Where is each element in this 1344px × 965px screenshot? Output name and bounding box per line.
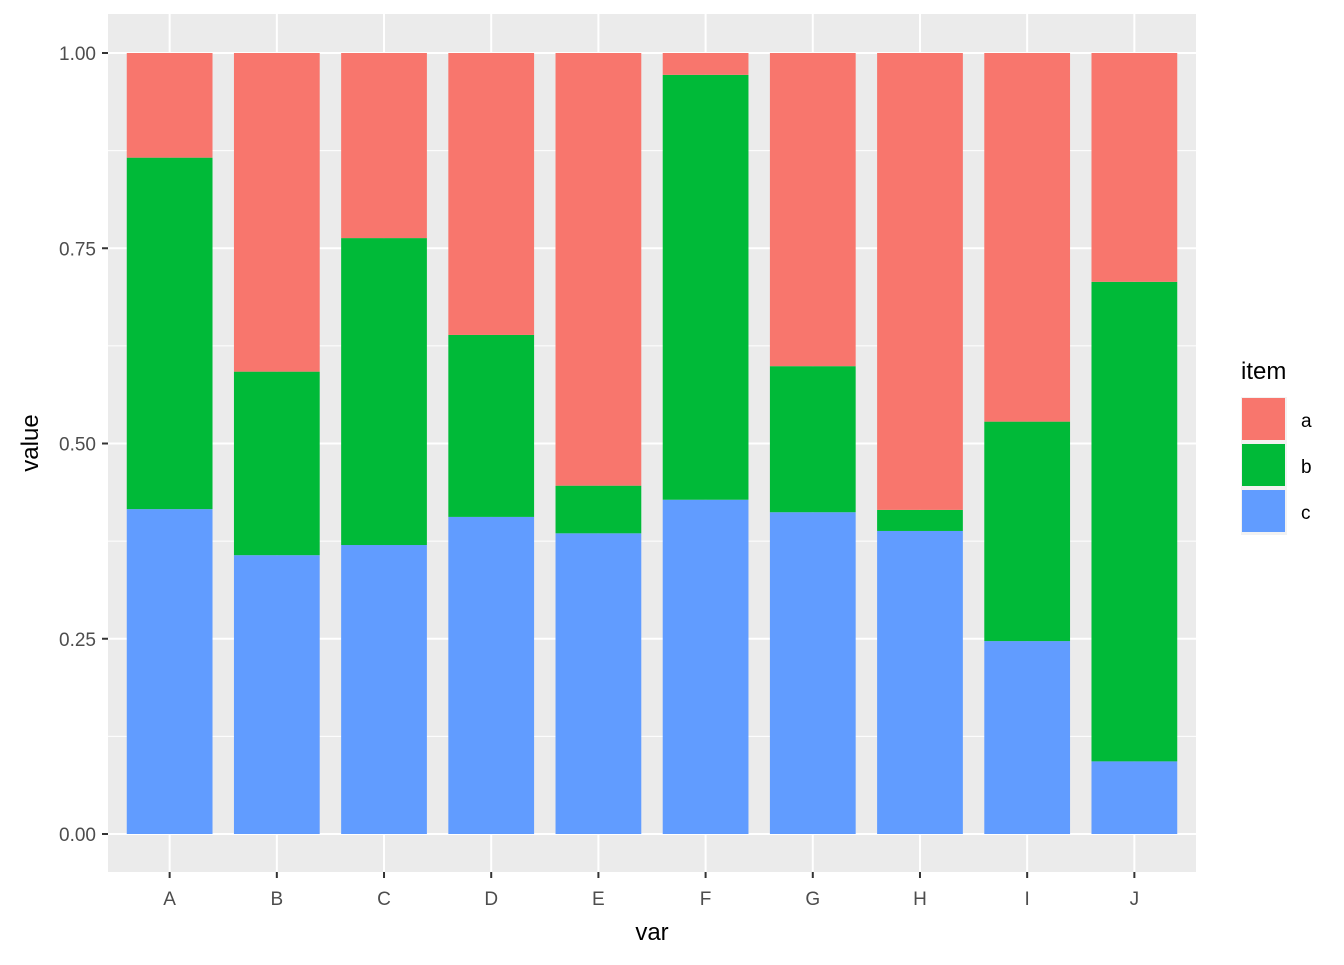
bar-F-c <box>662 499 749 834</box>
bar-G-b <box>769 366 856 513</box>
bar-B-b <box>233 371 320 556</box>
x-tick-label: B <box>270 889 283 910</box>
bars <box>126 53 1178 834</box>
legend-label: c <box>1301 503 1311 524</box>
bar-H-a <box>877 53 963 510</box>
bar-J-c <box>1091 761 1178 834</box>
bar-C-a <box>341 53 427 239</box>
y-tick-label: 0.25 <box>59 630 96 651</box>
x-tick-label: I <box>1025 889 1030 910</box>
x-tick-label: D <box>484 889 498 910</box>
legend-key-a <box>1242 398 1285 440</box>
legend-label: a <box>1301 411 1312 432</box>
y-tick-label: 1.00 <box>59 44 96 65</box>
legend-key-b <box>1242 444 1285 486</box>
bar-A-c <box>126 509 213 834</box>
bar-E-a <box>555 53 642 486</box>
x-tick-label: J <box>1130 889 1140 910</box>
x-tick-label: H <box>913 889 927 910</box>
bar-G-a <box>769 53 856 367</box>
x-tick-label: G <box>805 889 820 910</box>
bar-G-c <box>769 512 856 834</box>
bar-J-b <box>1091 281 1178 762</box>
legend-key-c <box>1242 490 1285 532</box>
legend-label: b <box>1301 457 1312 478</box>
y-axis: 0.00 0.25 0.50 0.75 1.00 <box>59 44 108 846</box>
x-tick-label: F <box>700 889 712 910</box>
bar-I-c <box>984 641 1071 834</box>
bar-H-b <box>877 509 963 531</box>
y-tick-label: 0.00 <box>59 825 96 846</box>
bar-B-c <box>233 555 320 834</box>
legend: item a b c <box>1241 358 1312 535</box>
bar-F-b <box>662 74 749 500</box>
x-tick-label: E <box>592 889 605 910</box>
bar-C-b <box>341 238 427 546</box>
bar-D-c <box>448 516 535 834</box>
bar-D-b <box>448 334 535 517</box>
x-axis-title: var <box>635 919 668 946</box>
bar-F-a <box>662 53 749 75</box>
bar-E-c <box>555 533 642 834</box>
x-tick-label: A <box>163 889 176 910</box>
x-axis: A B C D E F G H I J <box>163 872 1139 910</box>
bar-I-a <box>984 53 1071 422</box>
y-tick-label: 0.75 <box>59 239 96 260</box>
bar-E-b <box>555 485 642 534</box>
x-tick-label: C <box>377 889 391 910</box>
legend-title: item <box>1241 358 1286 385</box>
bar-C-c <box>341 545 427 834</box>
bar-A-b <box>126 157 213 510</box>
bar-B-a <box>233 53 320 372</box>
bar-D-a <box>448 53 535 335</box>
y-axis-title: value <box>17 414 44 471</box>
y-tick-label: 0.50 <box>59 435 96 456</box>
bar-J-a <box>1091 53 1178 282</box>
bar-I-b <box>984 421 1071 642</box>
bar-H-c <box>877 530 963 834</box>
bar-A-a <box>126 53 213 158</box>
